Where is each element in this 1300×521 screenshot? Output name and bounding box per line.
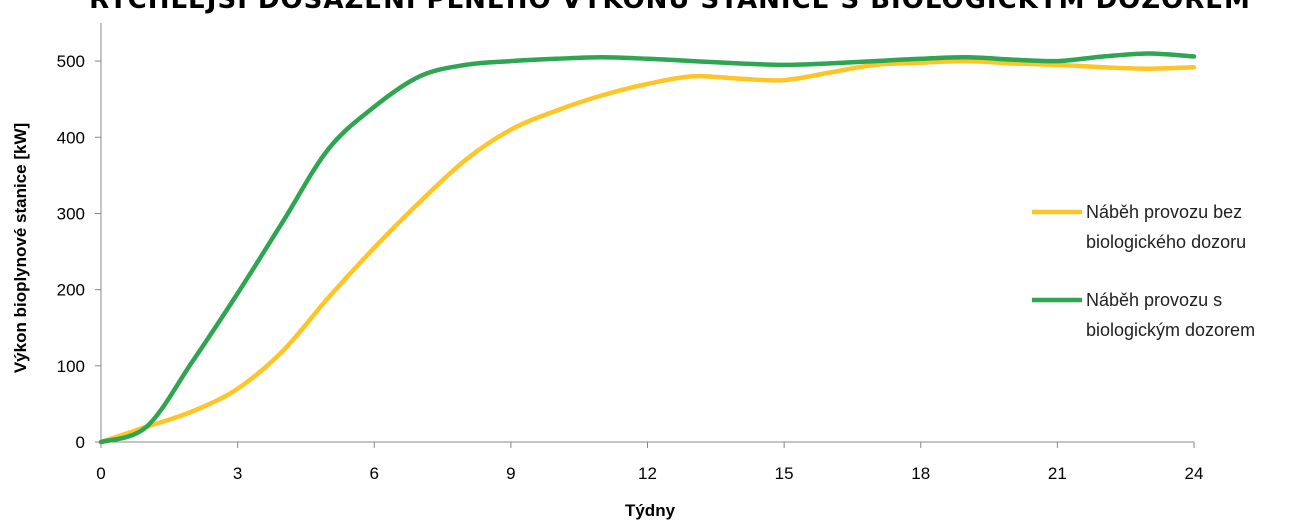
legend: Náběh provozu bez biologického dozoru Nábě… (1032, 202, 1255, 340)
legend-label-1: biologického dozoru (1086, 232, 1246, 252)
series-line-2 (98, 51, 1197, 445)
y-tick-label: 200 (57, 281, 85, 300)
legend-label-2: Náběh provozu s (1086, 290, 1222, 310)
x-tick-label: 9 (506, 464, 515, 483)
x-tick-label: 24 (1185, 464, 1204, 483)
x-tick-label: 18 (911, 464, 930, 483)
x-axis-ticks: 0 3 6 9 12 15 18 21 24 (96, 442, 1203, 483)
x-tick-label: 12 (638, 464, 657, 483)
x-tick-label: 3 (233, 464, 242, 483)
y-tick-label: 500 (57, 52, 85, 71)
chart-title: RYCHLEJŠÍ DOSAŽENÍ PLNÉHO VÝKONU STANICE… (89, 0, 1251, 15)
x-tick-label: 21 (1048, 464, 1067, 483)
y-tick-label: 300 (57, 204, 85, 223)
series-lines (98, 51, 1197, 445)
legend-label-1: Náběh provozu bez (1086, 202, 1242, 222)
x-tick-label: 6 (370, 464, 379, 483)
legend-label-2: biologickým dozorem (1086, 320, 1255, 340)
x-axis-title: Týdny (625, 501, 676, 520)
y-tick-label: 400 (57, 128, 85, 147)
y-axis-ticks: 0 100 200 300 400 500 (57, 52, 101, 452)
series-line-1 (98, 58, 1197, 445)
y-tick-label: 100 (57, 357, 85, 376)
y-axis-title: Výkon bioplynové stanice [kW] (11, 123, 30, 373)
x-tick-label: 0 (96, 464, 105, 483)
x-tick-label: 15 (775, 464, 794, 483)
y-tick-label: 0 (76, 433, 85, 452)
